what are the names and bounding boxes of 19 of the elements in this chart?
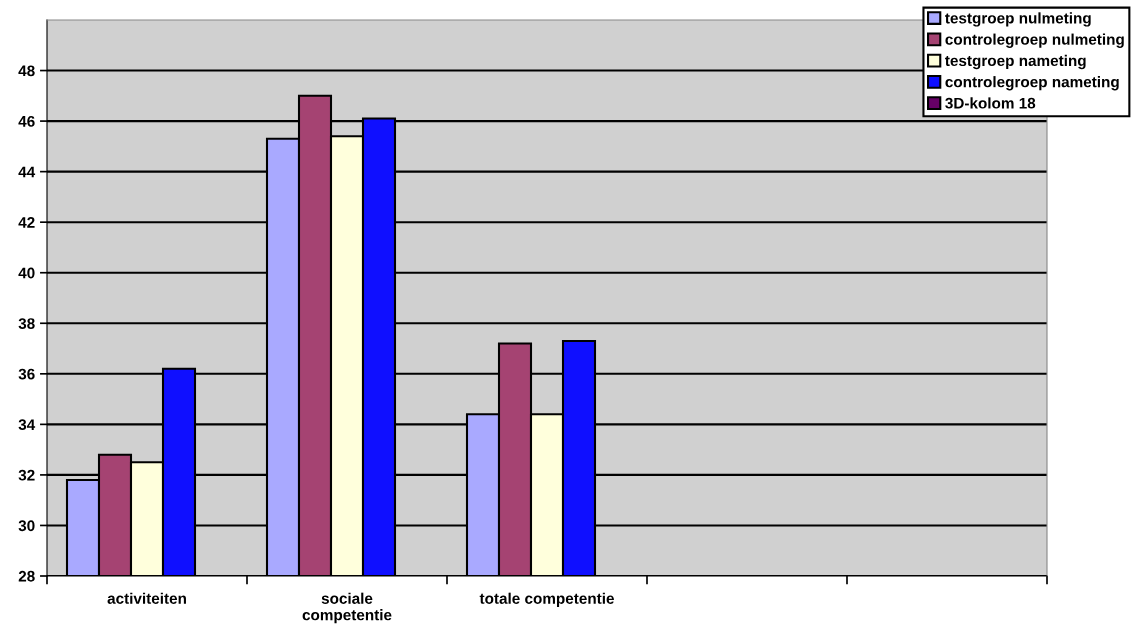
y-tick-label: 44 bbox=[18, 166, 36, 178]
y-tick-label: 42 bbox=[18, 217, 35, 228]
y-tick-label: 36 bbox=[18, 368, 35, 380]
x-tick-label: totale competentie bbox=[479, 592, 614, 607]
legend-label: controlegroep nameting bbox=[945, 76, 1119, 91]
y-tick-label: 34 bbox=[18, 419, 36, 431]
legend-label: testgroep nameting bbox=[945, 54, 1086, 70]
legend-label: controlegroep nulmeting bbox=[945, 33, 1124, 48]
y-tick-label: 48 bbox=[18, 65, 35, 77]
y-tick-label: 30 bbox=[18, 520, 35, 532]
legend-label: testgroep nulmeting bbox=[945, 12, 1091, 27]
legend-label: 3D-kolom 18 bbox=[945, 97, 1036, 109]
y-tick-label: 38 bbox=[18, 318, 35, 329]
y-tick-label: 40 bbox=[18, 267, 35, 279]
x-tick-label: sociale competentie bbox=[302, 592, 392, 624]
y-tick-label: 28 bbox=[18, 570, 35, 582]
y-tick-label: 46 bbox=[18, 115, 35, 127]
x-tick-label: activiteiten bbox=[107, 592, 186, 604]
y-tick-label: 32 bbox=[18, 469, 35, 481]
